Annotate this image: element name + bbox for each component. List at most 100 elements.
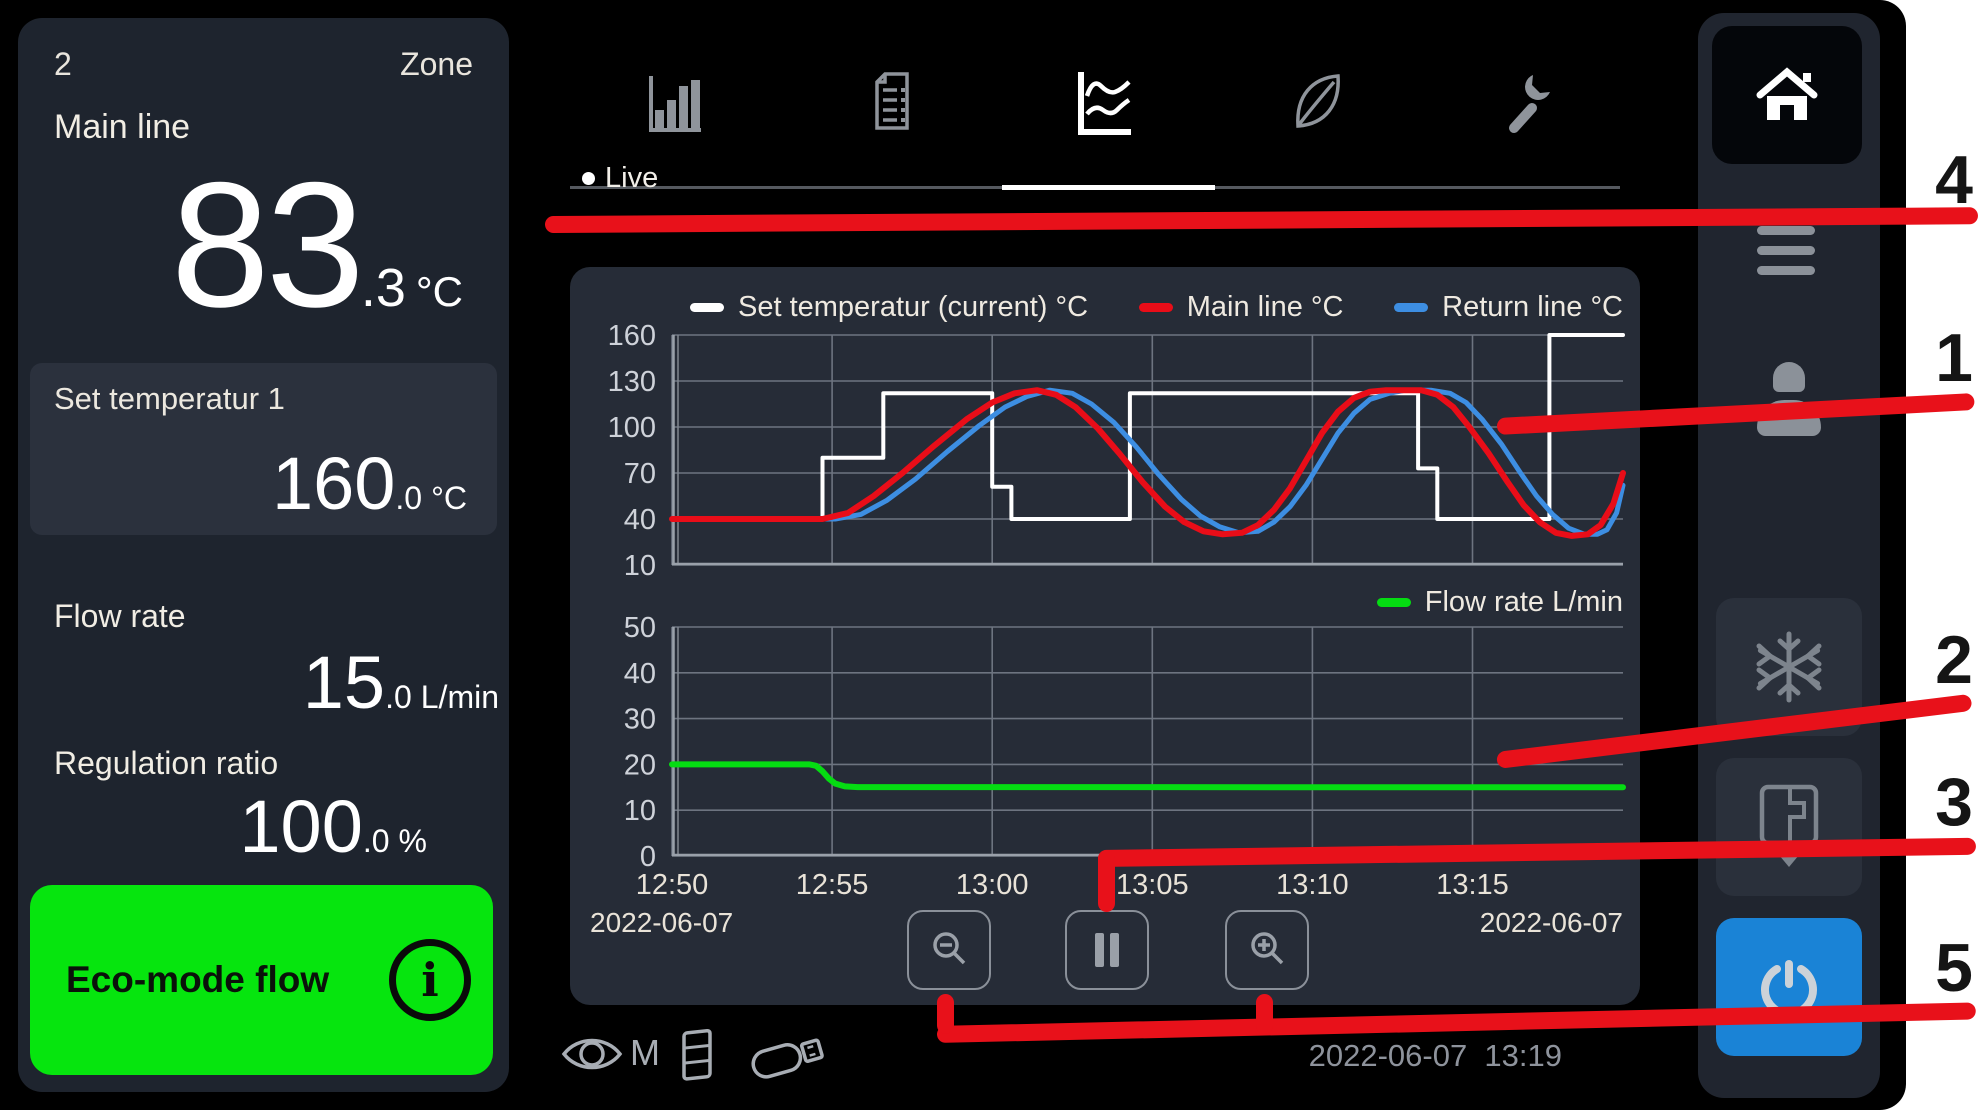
memory-module-icon bbox=[682, 1028, 712, 1081]
temperature-legend: Set temperatur (current) °C Main line °C R… bbox=[690, 291, 1623, 324]
flow-rate-value: 15 bbox=[302, 641, 386, 724]
set-temperature-decimal: .0 bbox=[395, 480, 423, 516]
main-line-decimal: .3 bbox=[360, 258, 406, 318]
regulation-ratio-label: Regulation ratio bbox=[54, 745, 279, 781]
flow-rate-decimal: .0 bbox=[385, 679, 412, 715]
eco-mode-flow-label: Eco-mode flow bbox=[66, 959, 330, 1000]
annotation-line-5-stub-right bbox=[1256, 994, 1273, 1034]
set-temperature-unit: °C bbox=[431, 480, 467, 516]
annotation-label-2: 2 bbox=[1935, 622, 1973, 698]
regulation-ratio-unit: % bbox=[398, 823, 427, 859]
x-axis-date-left: 2022-06-07 bbox=[590, 907, 734, 938]
legend-dash-icon bbox=[1376, 598, 1411, 607]
legend-dash-icon bbox=[1138, 303, 1173, 312]
tab-underline-active bbox=[1002, 185, 1215, 190]
zone-number: 2 bbox=[54, 46, 72, 82]
annotation-label-3: 3 bbox=[1935, 764, 1973, 840]
live-indicator: Live bbox=[582, 162, 658, 195]
legend-label: Set temperatur (current) °C bbox=[738, 291, 1089, 323]
mold-change-icon bbox=[1759, 784, 1819, 867]
home-button[interactable] bbox=[1712, 26, 1862, 164]
main-line-label: Main line bbox=[54, 108, 191, 146]
mold-change-button[interactable] bbox=[1716, 758, 1862, 896]
annotation-label-4: 4 bbox=[1935, 142, 1973, 218]
set-temperature-label: Set temperatur 1 bbox=[54, 381, 285, 416]
x-tick-label: 12:50 bbox=[635, 869, 709, 901]
annotation-line-3-stub bbox=[1098, 850, 1115, 912]
y-tick-label: 100 bbox=[608, 412, 656, 444]
tab-eco[interactable] bbox=[1288, 62, 1344, 138]
sidebar bbox=[1698, 13, 1880, 1098]
y-tick-label: 30 bbox=[624, 704, 656, 736]
info-icon[interactable]: i bbox=[389, 939, 471, 1021]
series-Flow rate L/min bbox=[669, 761, 1626, 791]
flow-rate-label: Flow rate bbox=[54, 598, 186, 634]
pause-button[interactable] bbox=[1065, 910, 1149, 990]
y-tick-label: 130 bbox=[608, 366, 656, 398]
eco-leaf-icon bbox=[1296, 74, 1340, 128]
tab-report[interactable] bbox=[866, 62, 922, 138]
y-tick-label: 10 bbox=[624, 550, 656, 582]
regulation-ratio-decimal: .0 bbox=[362, 823, 390, 859]
y-tick-label: 0 bbox=[640, 841, 656, 873]
tab-statistics[interactable] bbox=[648, 62, 704, 138]
trend-curves-icon bbox=[1078, 72, 1131, 135]
legend-item: Flow rate L/min bbox=[1376, 586, 1623, 619]
temperature-chart: 160 130 100 70 40 10 bbox=[608, 320, 1626, 582]
x-tick-label: 12:55 bbox=[795, 869, 869, 901]
menu-icon bbox=[1757, 226, 1815, 235]
series-Return line °C bbox=[669, 387, 1626, 537]
main-line-value: 83 bbox=[170, 145, 365, 344]
system-timestamp: 2022-06-07 13:19 bbox=[1308, 1038, 1562, 1073]
set-temperature-card[interactable]: Set temperatur 1 160 .0 °C bbox=[30, 363, 497, 535]
set-temperature-value: 160 bbox=[271, 442, 396, 525]
zoom-out-icon bbox=[933, 932, 966, 965]
zone-label: Zone bbox=[400, 46, 473, 82]
legend-label: Flow rate L/min bbox=[1424, 586, 1623, 618]
usb-drive-icon bbox=[751, 1038, 824, 1079]
main-line-value-row: 83 .3 °C bbox=[54, 156, 463, 334]
zoom-in-icon bbox=[1251, 932, 1284, 965]
annotation-label-5: 5 bbox=[1935, 930, 1973, 1006]
y-tick-label: 40 bbox=[624, 658, 656, 690]
x-tick-label: 13:00 bbox=[955, 869, 1029, 901]
home-icon bbox=[1756, 67, 1818, 120]
zoom-in-button[interactable] bbox=[1225, 910, 1309, 990]
legend-dash-icon bbox=[690, 303, 724, 312]
series-Main line °C bbox=[669, 387, 1626, 539]
y-tick-label: 70 bbox=[624, 458, 656, 490]
live-dot-icon bbox=[582, 172, 595, 185]
y-tick-label: 40 bbox=[624, 504, 656, 536]
flow-rate-unit: L/min bbox=[420, 679, 499, 715]
menu-button[interactable] bbox=[1757, 226, 1815, 275]
x-tick-label: 13:05 bbox=[1116, 869, 1189, 901]
bar-chart-icon bbox=[649, 76, 701, 132]
regulation-ratio-value-row: 100 .0 % bbox=[54, 790, 427, 864]
x-tick-label: 13:15 bbox=[1436, 869, 1509, 901]
user-icon bbox=[1773, 362, 1805, 392]
tab-service[interactable] bbox=[1500, 62, 1556, 138]
snowflake-icon bbox=[1756, 631, 1822, 703]
eye-monitor-icon bbox=[561, 1038, 623, 1070]
regulation-ratio-value: 100 bbox=[239, 785, 363, 868]
flow-chart: 50 40 30 20 10 0 bbox=[624, 612, 1626, 873]
eco-mode-flow-button[interactable]: Eco-mode flow i bbox=[30, 885, 493, 1075]
flow-legend: Flow rate L/min bbox=[1376, 586, 1623, 619]
annotation-label-1: 1 bbox=[1935, 320, 1973, 396]
legend-item: Main line °C bbox=[1138, 291, 1344, 324]
main-line-unit: °C bbox=[415, 268, 463, 315]
legend-label: Main line °C bbox=[1186, 291, 1344, 323]
y-tick-label: 20 bbox=[624, 749, 656, 781]
live-label: Live bbox=[605, 162, 659, 194]
tab-trend-active[interactable] bbox=[1077, 62, 1133, 138]
x-tick-label: 13:10 bbox=[1276, 869, 1349, 901]
y-tick-label: 50 bbox=[624, 612, 656, 644]
power-button[interactable] bbox=[1716, 918, 1862, 1056]
report-document-icon bbox=[875, 72, 909, 130]
legend-dash-icon bbox=[1394, 303, 1429, 312]
zone-card: 2 Zone Main line 83 .3 °C Set temperatur… bbox=[18, 18, 509, 1092]
zoom-out-button[interactable] bbox=[907, 910, 991, 990]
series-Set temperatur (current) °C bbox=[670, 333, 1625, 521]
annotation-line-5-stub-left bbox=[937, 994, 954, 1034]
